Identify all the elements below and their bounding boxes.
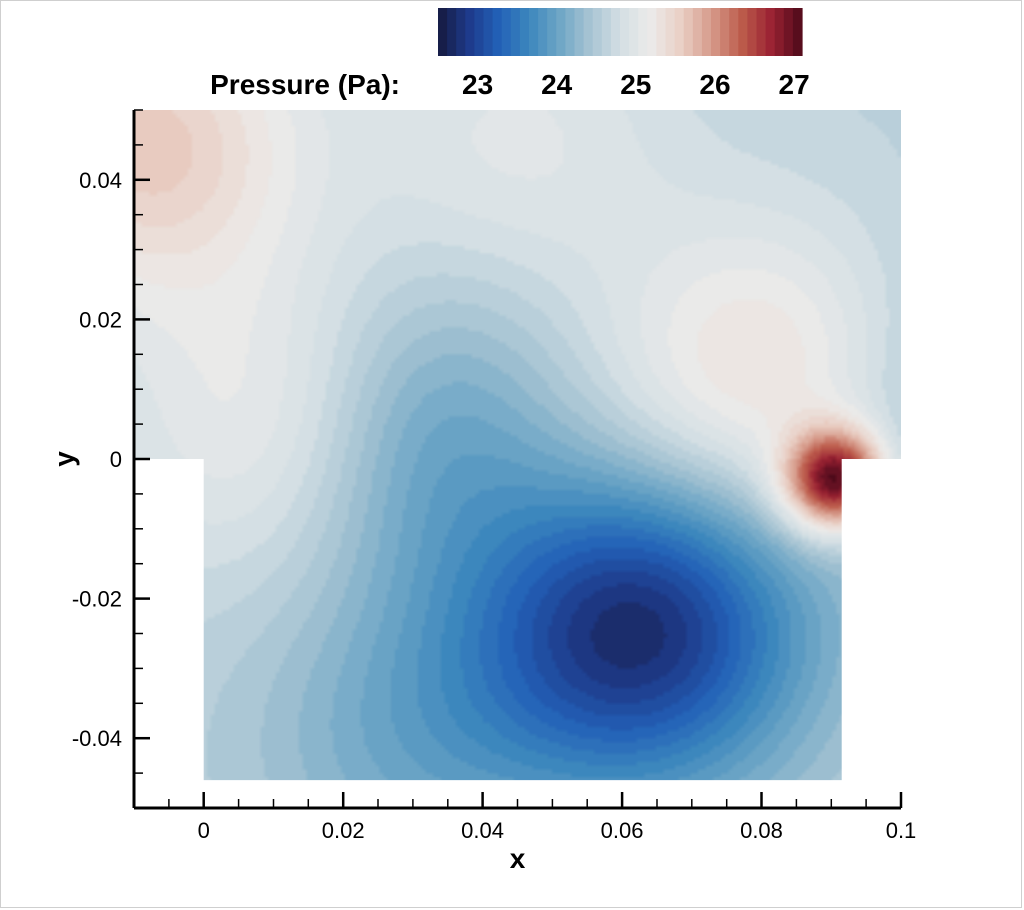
colorbar-swatch bbox=[610, 8, 621, 56]
colorbar-swatch bbox=[601, 8, 612, 56]
colorbar-swatch bbox=[638, 8, 648, 56]
colorbar: Pressure (Pa): 23 24 25 26 27 bbox=[210, 8, 810, 100]
colorbar-swatch bbox=[565, 8, 576, 56]
colorbar-swatch bbox=[711, 8, 721, 56]
colorbar-swatch bbox=[529, 8, 539, 56]
colorbar-swatch bbox=[501, 8, 512, 56]
colorbar-swatch bbox=[629, 8, 639, 56]
colorbar-tick-label: 24 bbox=[541, 69, 573, 100]
colorbar-swatch bbox=[792, 8, 803, 56]
y-tick-label: 0 bbox=[110, 447, 122, 472]
colorbar-swatch bbox=[647, 8, 657, 56]
y-ticks: 0.04 0.02 0 -0.02 -0.04 bbox=[72, 109, 150, 809]
x-ticks: 0 0.02 0.04 0.06 0.08 0.1 bbox=[133, 792, 917, 843]
colorbar-swatch bbox=[556, 8, 566, 56]
colorbar-swatch bbox=[701, 8, 712, 56]
colorbar-swatch bbox=[738, 8, 748, 56]
colorbar-label: Pressure (Pa): bbox=[210, 69, 400, 100]
x-tick-label: 0.1 bbox=[886, 818, 917, 843]
colorbar-swatch bbox=[674, 8, 685, 56]
colorbar-swatch bbox=[665, 8, 676, 56]
colorbar-swatch bbox=[620, 8, 630, 56]
x-axis-label: x bbox=[510, 843, 526, 874]
y-tick-label: -0.04 bbox=[72, 726, 122, 751]
x-tick-label: 0 bbox=[198, 818, 210, 843]
colorbar-tick-label: 25 bbox=[620, 69, 651, 100]
colorbar-swatch bbox=[683, 8, 694, 56]
colorbar-swatch bbox=[547, 8, 557, 56]
colorbar-swatches bbox=[438, 8, 803, 56]
colorbar-swatch bbox=[656, 8, 667, 56]
colorbar-tick-label: 23 bbox=[462, 69, 493, 100]
colorbar-swatch bbox=[510, 8, 521, 56]
colorbar-swatch bbox=[783, 8, 794, 56]
y-tick-label: -0.02 bbox=[72, 587, 122, 612]
colorbar-swatch bbox=[592, 8, 603, 56]
colorbar-tick-label: 26 bbox=[699, 69, 730, 100]
y-tick-label: 0.02 bbox=[79, 307, 122, 332]
colorbar-swatch bbox=[583, 8, 594, 56]
colorbar-tick-labels: 23 24 25 26 27 bbox=[462, 69, 810, 100]
x-tick-label: 0.08 bbox=[740, 818, 783, 843]
y-tick-label: 0.04 bbox=[79, 168, 122, 193]
colorbar-swatch bbox=[456, 8, 466, 56]
x-tick-label: 0.06 bbox=[601, 818, 644, 843]
pressure-field bbox=[134, 110, 901, 781]
colorbar-swatch bbox=[492, 8, 503, 56]
axes: 0 0.02 0.04 0.06 0.08 0.1 0.04 0.02 0 -0.02 -0.04… bbox=[48, 109, 917, 874]
colorbar-swatch bbox=[720, 8, 730, 56]
colorbar-swatch bbox=[774, 8, 785, 56]
x-tick-label: 0.04 bbox=[461, 818, 504, 843]
colorbar-swatch bbox=[747, 8, 758, 56]
colorbar-swatch bbox=[474, 8, 485, 56]
pressure-field-raster bbox=[134, 110, 901, 781]
colorbar-swatch bbox=[756, 8, 767, 56]
colorbar-swatch bbox=[692, 8, 703, 56]
y-axis-label: y bbox=[48, 451, 79, 467]
colorbar-swatch bbox=[438, 8, 448, 56]
x-tick-label: 0.02 bbox=[322, 818, 365, 843]
colorbar-swatch bbox=[447, 8, 457, 56]
colorbar-swatch bbox=[765, 8, 776, 56]
colorbar-swatch bbox=[483, 8, 494, 56]
colorbar-swatch bbox=[574, 8, 585, 56]
colorbar-swatch bbox=[538, 8, 548, 56]
colorbar-swatch bbox=[465, 8, 475, 56]
colorbar-swatch bbox=[519, 8, 530, 56]
colorbar-swatch bbox=[729, 8, 739, 56]
colorbar-tick-label: 27 bbox=[779, 69, 810, 100]
